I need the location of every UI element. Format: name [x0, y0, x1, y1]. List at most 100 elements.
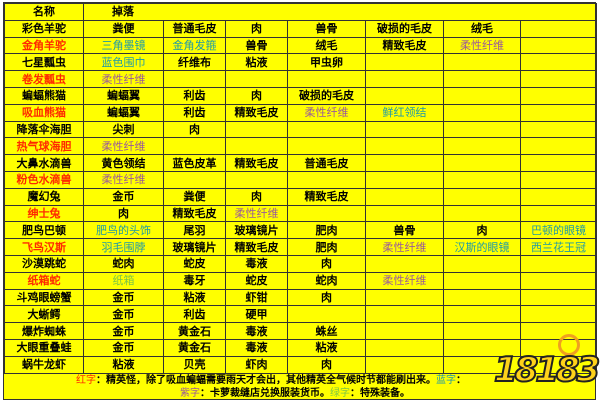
drop-item-cell: [519, 120, 598, 139]
drop-item-cell: 蛇肉: [83, 254, 164, 273]
drop-item-cell: [443, 86, 521, 105]
drop-item-cell: 金币: [83, 322, 164, 340]
header-name: 名称: [4, 3, 84, 21]
drop-item-cell: 绒毛: [443, 19, 521, 38]
drop-item-cell: 毒液: [225, 338, 288, 357]
drop-item-cell: [519, 204, 598, 223]
drop-item-cell: 金币: [83, 187, 164, 206]
table-row: 金角羊驼 三角墨镜 金角发箍 兽骨 绒毛 精致毛皮 柔性纤维: [4, 36, 598, 55]
drop-item-cell: 纤维布: [163, 53, 226, 72]
drop-item-cell: 纸箱: [83, 271, 164, 290]
drop-item-cell: 肉: [287, 288, 366, 307]
monster-name-cell: 蝙蝠熊猫: [4, 86, 84, 105]
legend-purple-key: 紫字: [180, 388, 200, 399]
drop-item-cell: [365, 254, 444, 273]
drop-item-cell: 三角墨镜: [83, 36, 164, 55]
drop-item-cell: 精致毛皮: [225, 154, 288, 172]
drop-item-cell: [519, 137, 598, 156]
drop-item-cell: 虾钳: [225, 288, 288, 307]
drop-item-cell: 尾羽: [163, 221, 226, 240]
legend-purple-text: ：卡萝裁缝店兑换服装货币。: [200, 388, 330, 399]
drop-item-cell: 汉斯的眼镜: [443, 238, 521, 256]
drop-item-cell: 精致毛皮: [225, 103, 288, 122]
table-row: 热气球海胆 柔性纤维: [4, 137, 598, 156]
monster-name-cell: 肥鸟巴顿: [4, 221, 84, 240]
drop-item-cell: 蓝色皮革: [163, 154, 226, 172]
table-row: 纸箱蛇 纸箱 毒牙 蛇皮 蛇肉 柔性纤维: [4, 271, 598, 290]
drop-item-cell: 粘液: [163, 288, 226, 307]
table-row: 斗鸡眼螃蟹 金币 粘液 虾钳肉: [4, 288, 598, 307]
drop-item-cell: 粘液: [83, 355, 164, 374]
table-row: 吸血熊猫 蝙蝠翼 利齿 精致毛皮 柔性纤维 鲜红领结: [4, 103, 598, 122]
table-row: 肥鸟巴顿 肥鸟的头饰 尾羽 玻璃镜片 肥肉 兽骨肉巴顿的眼镜: [4, 221, 598, 240]
table-row: 绅士兔肉精致毛皮 柔性纤维: [4, 204, 598, 223]
drop-item-cell: 粪便: [83, 19, 164, 38]
drop-item-cell: 蛇肉: [287, 271, 366, 290]
drop-item-cell: [443, 204, 521, 223]
watermark-logo: 18183: [492, 332, 600, 398]
drop-item-cell: 精致毛皮: [225, 238, 288, 256]
table-row: 彩色羊驼 粪便 普通毛皮肉兽骨 破损的毛皮 绒毛: [4, 19, 598, 38]
drop-item-cell: 金币: [83, 305, 164, 324]
drop-item-cell: 肥肉: [287, 238, 366, 256]
drop-item-cell: [519, 86, 598, 105]
drop-item-cell: [287, 120, 366, 139]
drop-item-cell: 玻璃镜片: [225, 221, 288, 240]
drop-item-cell: 蛛丝: [287, 322, 366, 340]
drop-item-cell: 肉: [443, 221, 521, 240]
drop-item-cell: 巴顿的眼镜: [519, 221, 598, 240]
drop-item-cell: 金币: [83, 338, 164, 357]
drop-item-cell: [365, 137, 444, 156]
drop-item-cell: 柔性纤维: [365, 271, 444, 290]
drop-item-cell: 黄金石: [163, 322, 226, 340]
drop-item-cell: [287, 170, 366, 189]
drop-item-cell: [443, 170, 521, 189]
legend-blue-text: ：: [456, 375, 466, 386]
monster-name-cell: 大蜥鳄: [4, 305, 84, 324]
drop-item-cell: [365, 154, 444, 172]
monster-name-cell: 爆炸蜘蛛: [4, 322, 84, 340]
monster-name-cell: 吸血熊猫: [4, 103, 84, 122]
drop-item-cell: [225, 120, 288, 139]
drop-item-cell: 精致毛皮: [287, 187, 366, 206]
drop-item-cell: 破损的毛皮: [287, 86, 366, 105]
drop-item-cell: 蓝色围巾: [83, 53, 164, 72]
drop-item-cell: 肥鸟的头饰: [83, 221, 164, 240]
drop-item-cell: 黄色领结: [83, 154, 164, 172]
drop-item-cell: [519, 355, 598, 374]
legend-blue-key: 蓝字: [436, 375, 456, 386]
legend-line-2: 紫字：卡萝裁缝店兑换服装货币。绿字：特殊装备。: [180, 387, 410, 400]
drop-item-cell: [365, 70, 444, 88]
drop-item-cell: 破损的毛皮: [365, 19, 444, 38]
drop-item-cell: 普通毛皮: [287, 154, 366, 172]
drop-item-cell: 硬甲: [225, 305, 288, 324]
table-row: 飞鸟汉斯 羽毛围脖 玻璃镜片 精致毛皮 肥肉 柔性纤维 汉斯的眼镜 西兰花王冠: [4, 238, 598, 256]
table-row: 蜗牛龙虾 粘液 贝壳 虾肉肉: [4, 355, 598, 374]
monster-name-cell: 蜗牛龙虾: [4, 355, 84, 374]
drop-item-cell: [287, 305, 366, 324]
drop-item-cell: 肉: [163, 120, 226, 139]
drop-item-cell: [365, 355, 444, 374]
drop-item-cell: 蝙蝠翼: [83, 103, 164, 122]
drop-item-cell: [443, 137, 521, 156]
drop-item-cell: 柔性纤维: [83, 70, 164, 88]
drop-item-cell: 利齿: [163, 86, 226, 105]
monster-name-cell: 纸箱蛇: [4, 271, 84, 290]
drop-item-cell: [443, 103, 521, 122]
drop-item-cell: 肉: [225, 19, 288, 38]
table-row: 爆炸蜘蛛 金币 黄金石 毒液 蛛丝: [4, 322, 598, 340]
drop-item-cell: [443, 271, 521, 290]
drop-item-cell: [519, 70, 598, 88]
drop-item-cell: [519, 288, 598, 307]
drop-item-cell: [519, 154, 598, 172]
drop-item-cell: 柔性纤维: [287, 103, 366, 122]
drop-item-cell: 蛇皮: [163, 254, 226, 273]
drop-item-cell: 蝙蝠翼: [83, 86, 164, 105]
table-row: 魔幻兔 金币 粪便肉精致毛皮: [4, 187, 598, 206]
table-row: 蝙蝠熊猫 蝙蝠翼 利齿肉破损的毛皮: [4, 86, 598, 105]
drop-item-cell: 尖刺: [83, 120, 164, 139]
monster-name-cell: 金角羊驼: [4, 36, 84, 55]
drop-item-cell: 绒毛: [287, 36, 366, 55]
drop-item-cell: 柔性纤维: [83, 170, 164, 189]
drop-item-cell: [519, 305, 598, 324]
